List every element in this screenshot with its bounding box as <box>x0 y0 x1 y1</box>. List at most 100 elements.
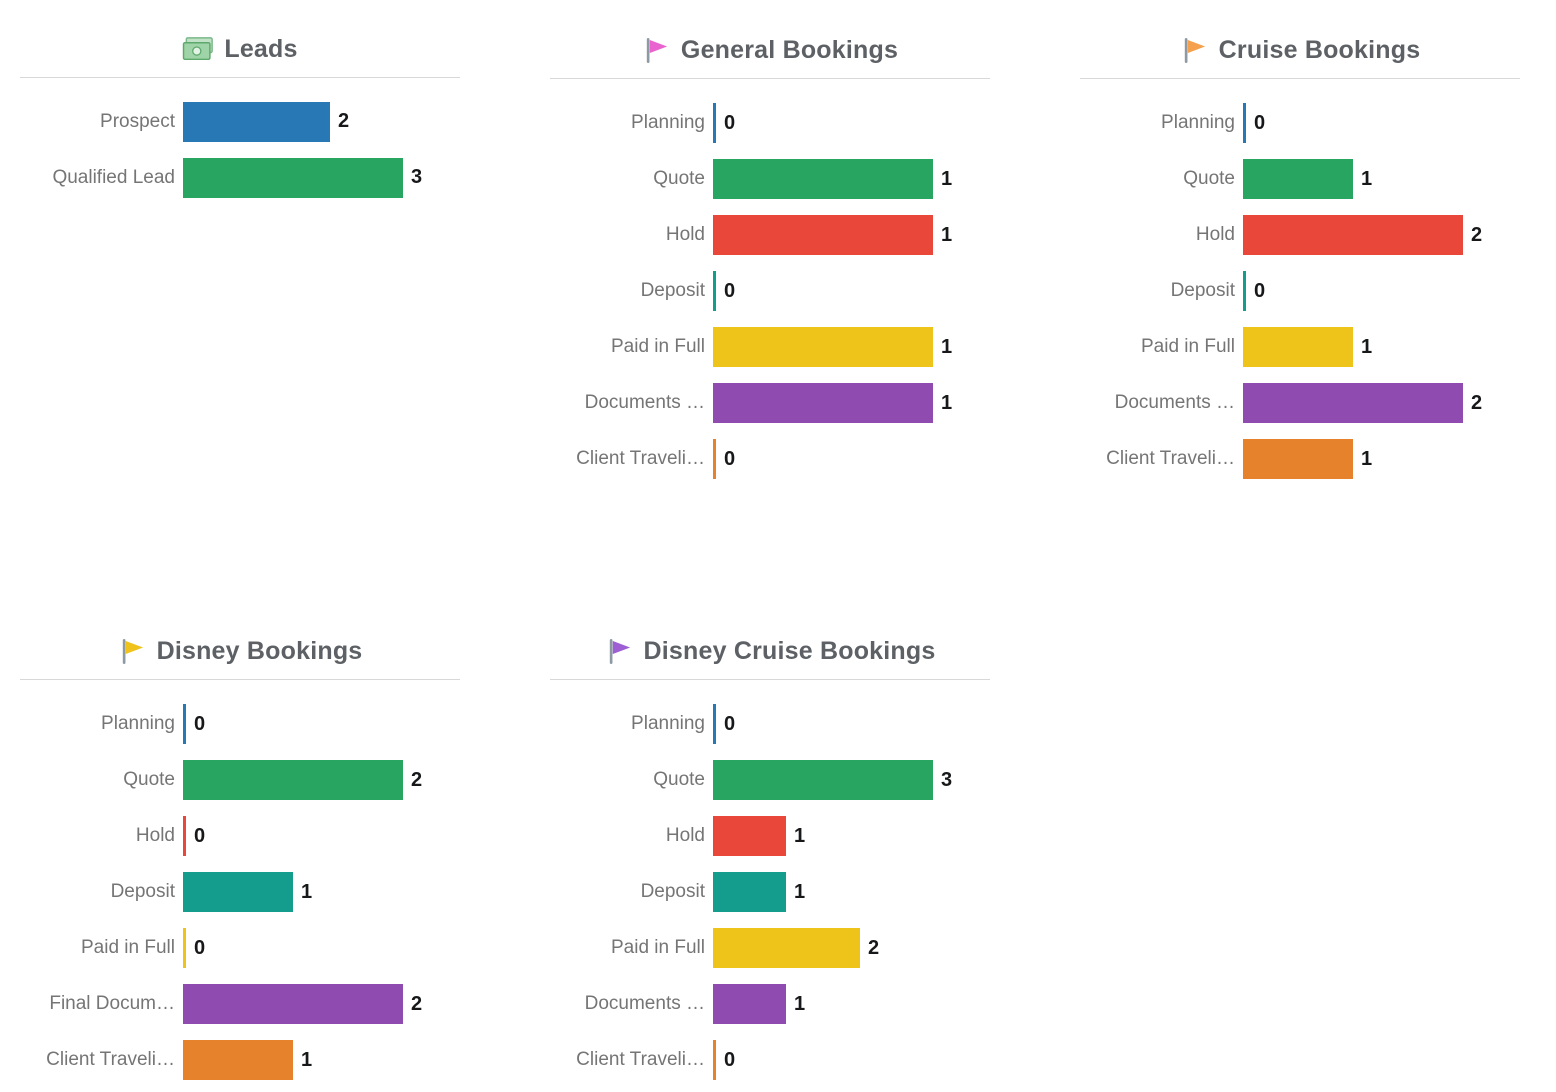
bar-area: 1 <box>713 872 805 912</box>
bar-area: 2 <box>183 101 349 142</box>
chart-disney-bookings: Disney Bookings Planning 0 Quote 2 Hold 0 Depos… <box>20 637 460 1088</box>
bar[interactable] <box>1243 159 1353 199</box>
bar[interactable] <box>713 103 716 143</box>
bar-value: 2 <box>411 992 423 1015</box>
bar-row: Qualified Lead 3 <box>20 150 460 206</box>
bar-value: 1 <box>1361 447 1373 470</box>
bar-row: Quote 2 <box>20 752 460 808</box>
bar-row: Paid in Full 0 <box>20 920 460 976</box>
bar-row: Planning 0 <box>550 696 990 752</box>
bar[interactable] <box>713 271 716 311</box>
bar[interactable] <box>713 383 933 423</box>
bar-area: 3 <box>183 157 423 198</box>
bar-label: Client Traveli… <box>576 448 705 469</box>
bar-label: Documents … <box>1114 392 1235 413</box>
bar-row: Deposit 1 <box>550 864 990 920</box>
bar[interactable] <box>713 327 933 367</box>
bar-label: Hold <box>1195 224 1235 245</box>
bar[interactable] <box>183 872 293 912</box>
bar-row: Deposit 0 <box>550 263 990 319</box>
bar-value: 0 <box>194 936 206 959</box>
bar-value: 1 <box>941 167 953 190</box>
chart-header: Disney Bookings <box>20 637 460 680</box>
bar-label: Hold <box>665 825 705 846</box>
bar-area: 0 <box>713 439 735 479</box>
bar-label: Planning <box>631 713 705 734</box>
bar-value: 0 <box>1254 279 1266 302</box>
bar-area: 1 <box>1243 439 1372 479</box>
bar[interactable] <box>713 159 933 199</box>
bar[interactable] <box>183 928 186 968</box>
bar[interactable] <box>713 872 786 912</box>
bar[interactable] <box>183 1040 293 1080</box>
bar[interactable] <box>1243 439 1353 479</box>
bar-area: 1 <box>713 984 805 1024</box>
bar-row: Deposit 1 <box>20 864 460 920</box>
bar-area: 0 <box>713 103 735 143</box>
bar[interactable] <box>1243 271 1246 311</box>
bar[interactable] <box>713 439 716 479</box>
chart-header: General Bookings <box>550 36 990 79</box>
bar[interactable] <box>183 816 186 856</box>
bar[interactable] <box>1243 215 1463 255</box>
bar[interactable] <box>713 215 933 255</box>
chart-leads: Leads Prospect 2 Qualified Lead 3 <box>20 35 460 206</box>
bar-value: 1 <box>941 335 953 358</box>
bar-value: 3 <box>411 166 423 188</box>
bar-label: Client Traveli… <box>46 1049 175 1070</box>
bar-area: 1 <box>713 159 952 199</box>
bar[interactable] <box>183 157 403 198</box>
bar[interactable] <box>183 984 403 1024</box>
bar-area: 2 <box>1243 383 1482 423</box>
bar[interactable] <box>1243 103 1246 143</box>
bar-value: 0 <box>194 824 206 847</box>
chart-header: Cruise Bookings <box>1080 36 1520 79</box>
bar-row: Quote 3 <box>550 752 990 808</box>
bar-area: 1 <box>713 327 952 367</box>
bar-label: Deposit <box>110 881 175 902</box>
flag-icon <box>118 637 147 666</box>
bar-area: 2 <box>183 984 422 1024</box>
bar-row: Hold 1 <box>550 207 990 263</box>
bar-label: Quote <box>123 769 175 790</box>
bar-label: Paid in Full <box>1141 336 1235 357</box>
bar-value: 1 <box>301 880 313 903</box>
bar-area: 2 <box>1243 215 1482 255</box>
bar-label: Quote <box>1183 168 1235 189</box>
bar-row: Hold 1 <box>550 808 990 864</box>
bar-row: Client Traveli… 1 <box>1080 431 1520 487</box>
bar[interactable] <box>713 984 786 1024</box>
bar[interactable] <box>713 704 716 744</box>
bar-area: 0 <box>713 704 735 744</box>
bar[interactable] <box>713 816 786 856</box>
bar-label: Client Traveli… <box>1106 448 1235 469</box>
bar-label: Deposit <box>640 881 705 902</box>
bar-label: Deposit <box>640 280 705 301</box>
bar-label: Hold <box>665 224 705 245</box>
chart-title: Disney Cruise Bookings <box>643 636 936 665</box>
bar-row: Planning 0 <box>550 95 990 151</box>
chart-title: Cruise Bookings <box>1218 35 1421 64</box>
bar-row: Client Traveli… 0 <box>550 431 990 487</box>
bar[interactable] <box>1243 327 1353 367</box>
bar-value: 1 <box>301 1048 313 1071</box>
bar[interactable] <box>713 760 933 800</box>
bar-row: Paid in Full 1 <box>550 319 990 375</box>
bar-area: 0 <box>1243 271 1265 311</box>
bar-area: 1 <box>183 872 312 912</box>
bar-row: Planning 0 <box>20 696 460 752</box>
bar[interactable] <box>713 928 860 968</box>
bar[interactable] <box>183 760 403 800</box>
bar-label: Final Docum… <box>49 993 175 1014</box>
bar[interactable] <box>183 101 330 142</box>
bar-label: Planning <box>631 112 705 133</box>
bar-area: 0 <box>713 1040 735 1080</box>
bar[interactable] <box>1243 383 1463 423</box>
chart-rows: Planning 0 Quote 3 Hold 1 Deposit 1 Paid in Full… <box>550 696 990 1088</box>
chart-rows: Planning 0 Quote 1 Hold 2 Deposit 0 Paid in Full… <box>1080 95 1520 487</box>
bar[interactable] <box>183 704 186 744</box>
bar[interactable] <box>713 1040 716 1080</box>
bar-area: 1 <box>713 816 805 856</box>
bar-value: 0 <box>1254 111 1266 134</box>
